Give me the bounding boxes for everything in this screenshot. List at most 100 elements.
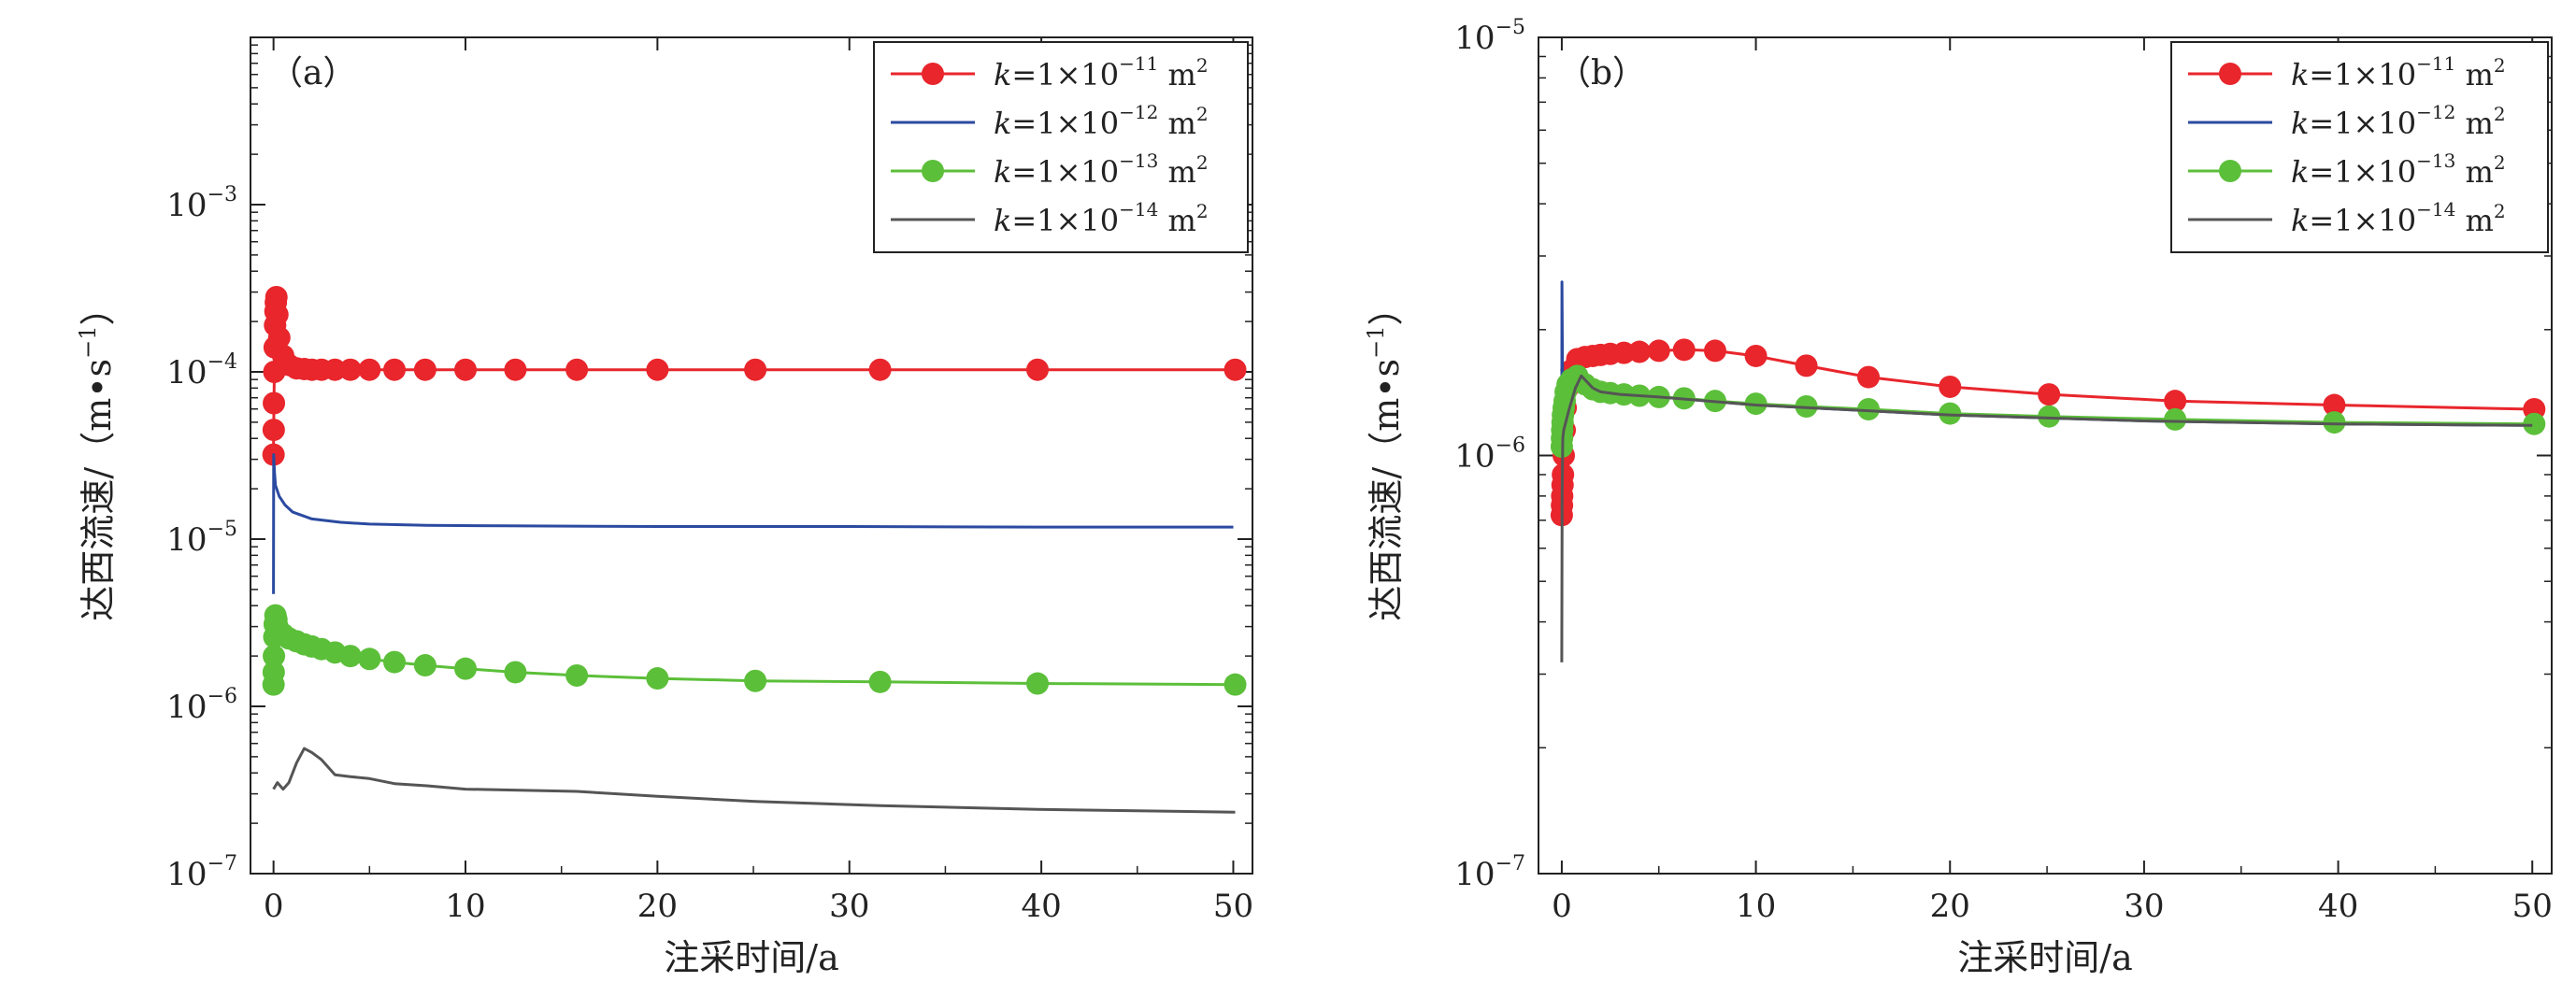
panel-b: 0 10 20 30 40 50 10−7 10−6 10−5 注采时间/a 达西流速/（m•s−1… — [1363, 16, 2553, 978]
data-point — [565, 358, 589, 381]
data-point — [1857, 398, 1881, 421]
y-tick-label: 10−7 — [1454, 852, 1525, 893]
data-point — [504, 358, 527, 381]
series-line — [1560, 374, 2533, 662]
legend-marker — [922, 160, 944, 182]
data-point — [2038, 405, 2061, 428]
data-point — [338, 358, 362, 381]
legend-marker — [2219, 63, 2241, 85]
legend-label: k=1×10−13 m2 — [994, 149, 1209, 190]
series-line — [272, 747, 1236, 814]
data-point — [744, 358, 767, 381]
data-point — [1025, 672, 1049, 695]
data-point — [2323, 411, 2346, 434]
data-point — [454, 358, 478, 381]
data-point — [1025, 358, 1049, 381]
data-point — [454, 657, 478, 680]
data-point — [413, 358, 436, 381]
legend-marker — [2219, 160, 2241, 182]
data-point — [1703, 339, 1726, 363]
data-point — [263, 391, 286, 415]
x-tick-label: 50 — [2512, 888, 2553, 925]
data-point — [2523, 412, 2546, 435]
legend-label: k=1×10−11 m2 — [994, 52, 1209, 93]
data-point — [263, 645, 286, 668]
data-point — [1224, 358, 1247, 381]
data-point — [1744, 344, 1767, 367]
panel-label: （b） — [1557, 54, 1646, 93]
series-neg12 — [1560, 280, 2533, 456]
data-point — [338, 645, 362, 668]
legend: k=1×10−11 m2 k=1×10−12 m2 k=1×10−13 m2 k=1×… — [2170, 41, 2549, 253]
legend-label: k=1×10−11 m2 — [2291, 52, 2506, 93]
x-tick-label: 0 — [1552, 888, 1572, 925]
plot-frame — [250, 36, 1253, 875]
data-point — [413, 654, 436, 677]
data-point — [504, 661, 527, 684]
legend-label: k=1×10−13 m2 — [2291, 149, 2506, 190]
series-neg11 — [1550, 338, 2546, 527]
data-point — [358, 358, 381, 381]
data-point — [1224, 673, 1247, 696]
y-tick-label: 10−5 — [166, 518, 237, 559]
y-tick-label: 10−5 — [1454, 16, 1525, 57]
data-point — [646, 358, 669, 381]
data-point — [646, 667, 669, 690]
data-point — [1939, 375, 1962, 398]
series-line — [1560, 280, 2533, 456]
series-neg13 — [262, 604, 1247, 696]
data-point — [565, 663, 589, 687]
legend-label: k=1×10−14 m2 — [994, 198, 1209, 238]
y-tick-label: 10−6 — [1454, 434, 1525, 476]
legend-label: k=1×10−12 m2 — [2291, 101, 2506, 141]
data-point — [2038, 383, 2061, 406]
data-point — [323, 358, 347, 381]
data-point — [1795, 354, 1818, 377]
data-point — [868, 358, 892, 381]
x-tick-label: 10 — [1736, 888, 1776, 925]
series-neg13 — [1550, 364, 2546, 459]
x-tick-label: 30 — [829, 888, 869, 925]
data-point — [2164, 390, 2187, 413]
y-tick-label: 10−3 — [166, 183, 237, 224]
data-point — [267, 326, 291, 349]
x-tick-label: 0 — [264, 888, 284, 925]
legend-label: k=1×10−14 m2 — [2291, 198, 2506, 238]
data-point — [265, 303, 289, 326]
data-point — [1627, 340, 1651, 363]
x-tick-label: 50 — [1213, 888, 1253, 925]
series-neg14 — [272, 747, 1236, 814]
data-point — [2164, 407, 2187, 431]
legend: k=1×10−11 m2 k=1×10−12 m2 k=1×10−13 m2 k=1×… — [873, 41, 1249, 253]
data-point — [1672, 338, 1696, 362]
x-tick-label: 20 — [637, 888, 678, 925]
series-line — [1560, 348, 2535, 516]
x-tick-label: 10 — [445, 888, 485, 925]
series-neg12 — [272, 453, 1234, 594]
legend-label: k=1×10−12 m2 — [994, 101, 1209, 141]
data-point — [383, 650, 407, 674]
y-axis-label: 达西流速/（m•s−1） — [1363, 290, 1407, 620]
x-tick-label: 20 — [1930, 888, 1970, 925]
x-tick-label: 40 — [1021, 888, 1061, 925]
x-axis-label: 注采时间/a — [664, 937, 838, 978]
panel-a: 0 10 20 30 40 50 10−7 10−6 10−5 10−4 10−3 注采时间/a 达西流… — [75, 36, 1253, 978]
panel-label: （a） — [269, 54, 356, 93]
x-tick-label: 30 — [2124, 888, 2164, 925]
data-point — [358, 648, 381, 671]
data-point — [1857, 365, 1881, 389]
series-neg11 — [262, 285, 1247, 466]
data-point — [2323, 393, 2346, 417]
data-point — [383, 358, 407, 381]
y-axis-label: 达西流速/（m•s−1） — [75, 290, 119, 620]
data-point — [1647, 339, 1670, 363]
series-neg14 — [1560, 374, 2533, 662]
y-tick-label: 10−6 — [166, 685, 237, 726]
data-point — [262, 661, 285, 684]
data-point — [868, 670, 892, 693]
data-point — [265, 285, 288, 308]
y-tick-label: 10−7 — [166, 852, 237, 893]
series-line — [272, 453, 1234, 594]
x-tick-label: 40 — [2318, 888, 2358, 925]
